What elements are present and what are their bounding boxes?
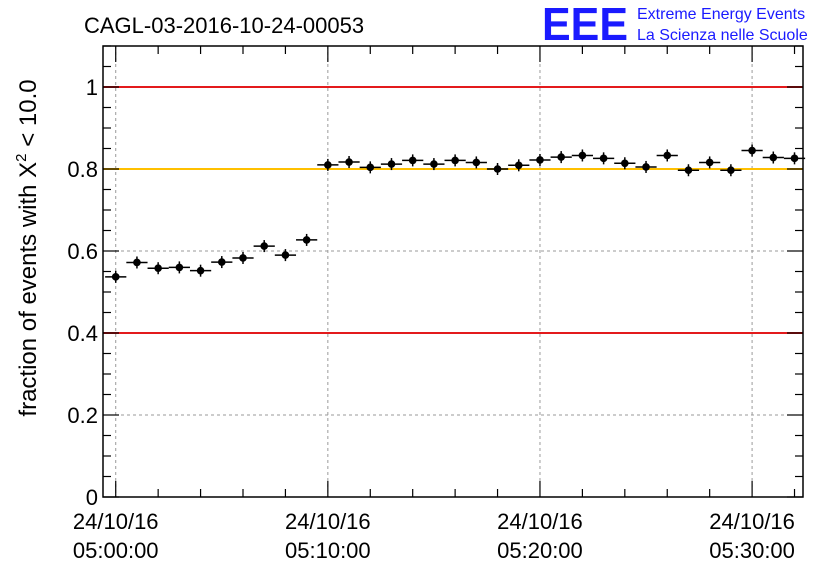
data-point-marker [430,160,438,168]
reference-lines [103,86,803,334]
data-point-marker [621,159,629,168]
data-point [508,159,530,172]
data-point [720,164,742,177]
data-point-marker [408,156,417,165]
eee-logo-line2: La Scienza nelle Scuole [637,27,808,44]
data-point [253,240,275,253]
data-point-marker [366,163,375,172]
data-point [677,164,700,177]
data-point-marker [196,266,205,275]
chart-title: CAGL-03-2016-10-24-00053 [84,13,364,38]
data-point [741,144,763,157]
data-point-marker [493,165,502,173]
data-point-marker [642,163,650,171]
data-point [486,163,509,175]
x-tick-label-time: 05:00:00 [73,538,159,563]
data-point [571,149,593,162]
data-point-marker [217,258,226,266]
y-tick-label: 0.6 [67,239,98,264]
data-point [529,153,551,166]
data-point [317,158,339,171]
data-point-marker [514,161,523,170]
data-point [168,261,190,274]
data-point [380,158,403,171]
data-point-marker [175,263,184,272]
data-point-marker [557,153,565,161]
data-point-marker [599,154,608,163]
grid [103,46,803,497]
y-tick-label: 0.2 [67,403,98,428]
data-point-marker [705,158,714,167]
y-tick-label: 0 [86,485,98,510]
x-tick-label-time: 05:10:00 [285,538,371,563]
data-point [762,151,784,164]
data-point [423,158,445,171]
data-point-marker [281,251,290,259]
data-point [593,152,615,165]
plot-frame [102,45,804,498]
y-tick-label: 0.8 [67,157,98,182]
data-point [189,264,212,277]
eee-logo: EEE Extreme Energy Events La Scienza nel… [542,0,808,50]
data-point-marker [324,161,332,169]
data-point-marker [260,242,269,250]
x-tick-label-date: 24/10/16 [709,509,795,534]
data-point-marker [302,236,311,244]
x-tick-label-date: 24/10/16 [497,509,583,534]
data-point [783,152,806,165]
data-point-marker [111,273,120,281]
data-point-marker [239,254,247,262]
data-point-marker [154,264,162,273]
data-point-marker [790,154,799,163]
data-point-marker [727,166,735,175]
y-tick-label: 1 [86,75,98,100]
data-point-marker [387,160,396,168]
data-point-marker [345,158,353,166]
data-point [635,160,657,173]
data-series [105,144,806,283]
data-point [296,233,318,246]
data-point-marker [684,166,693,175]
eee-logo-line1: Extreme Energy Events [637,6,805,23]
data-point [211,256,233,269]
data-point [402,154,424,167]
data-point [105,270,127,283]
data-point [126,256,148,269]
y-tick-label: 0.4 [67,321,98,346]
data-point-marker [769,153,778,162]
x-tick-label-date: 24/10/16 [73,509,159,534]
data-point [444,154,466,167]
axes: 0 0.2 0.4 0.6 0.8 1 24/10/16 05:00:00 24/10/16 05… [67,45,804,563]
x-tick-label-time: 05:20:00 [497,538,583,563]
data-point [550,151,572,164]
data-point-marker [748,146,756,155]
data-point-marker [133,258,141,267]
x-tick-label-date: 24/10/16 [285,509,371,534]
data-point [699,156,721,169]
data-point [656,149,678,162]
eee-logo-mark: EEE [542,0,628,50]
data-point-marker [663,151,672,160]
data-point [359,161,381,174]
data-point [232,251,254,264]
data-point [147,262,169,275]
x-tick-label-time: 05:30:00 [709,538,795,563]
data-point [274,249,297,262]
data-point [465,156,487,169]
data-point-marker [536,156,544,164]
data-point-marker [472,158,481,167]
y-axis-label: fraction of events with X2 < 10.0 [13,79,42,416]
data-point-marker [451,156,459,165]
data-point-marker [578,151,587,160]
data-point [614,157,636,170]
data-point [338,156,360,169]
